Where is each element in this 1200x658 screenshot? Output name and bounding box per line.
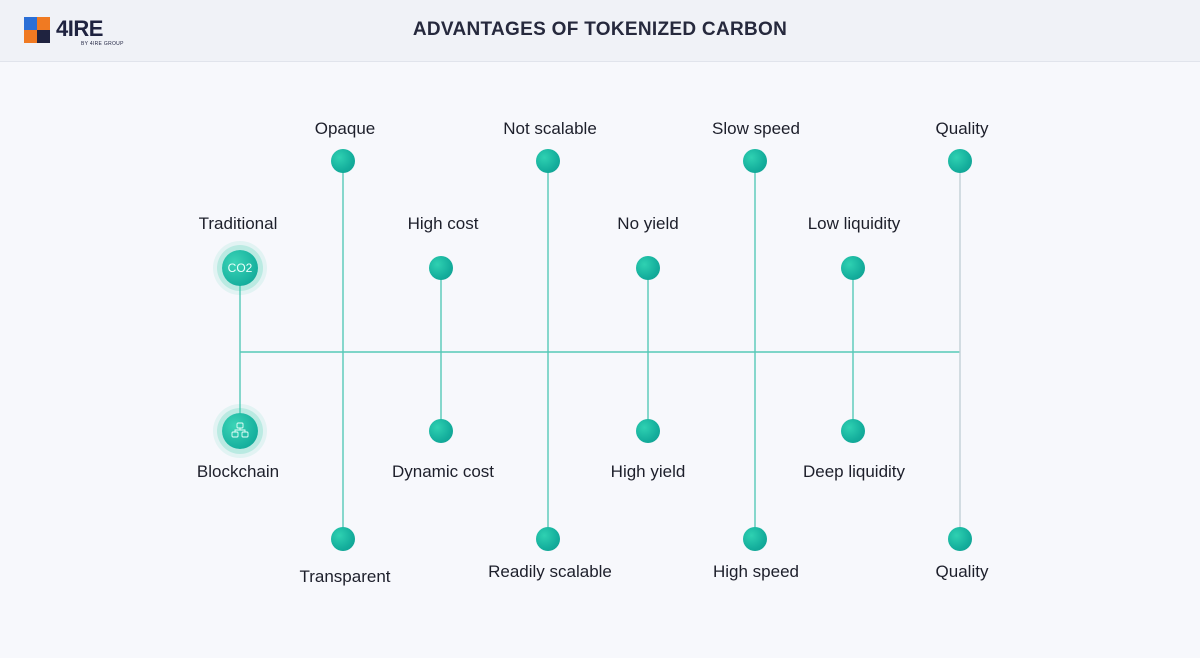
connector-lines: [239, 161, 961, 539]
high-yield-label: High yield: [610, 462, 686, 481]
traditional-label: Traditional: [198, 214, 278, 233]
node-top: [429, 256, 453, 280]
deep-liquidity-label: Deep liquidity: [802, 462, 906, 481]
co2-node-text: CO2: [227, 261, 253, 275]
node-top: [948, 149, 972, 173]
low-liquidity-label: Low liquidity: [807, 214, 901, 233]
no-yield-label: No yield: [617, 214, 679, 233]
brand-logo[interactable]: 4IRE BY 4IRE GROUP: [24, 17, 124, 47]
quality-bottom-label: Quality: [935, 562, 989, 581]
node-top: [331, 149, 355, 173]
page-title: ADVANTAGES OF TOKENIZED CARBON: [412, 19, 788, 40]
node-top: [536, 149, 560, 173]
high-speed-label: High speed: [712, 562, 800, 581]
logo-mark-icon: [24, 17, 50, 43]
node-bottom: [636, 419, 660, 443]
node-bottom: [948, 527, 972, 551]
readily-scalable-label: Readily scalable: [488, 562, 612, 581]
comparison-diagram: Traditional CO2 Blockchain Opaque Transp…: [0, 61, 1200, 658]
not-scalable-label: Not scalable: [503, 119, 597, 138]
transparent-label: Transparent: [299, 567, 391, 586]
quality-top-label: Quality: [935, 119, 989, 138]
co2-node: CO2: [222, 250, 258, 286]
logo-subtext: BY 4IRE GROUP: [81, 41, 124, 47]
node-bottom: [429, 419, 453, 443]
node-top: [636, 256, 660, 280]
node-bottom: [743, 527, 767, 551]
node-top: [841, 256, 865, 280]
node-bottom: [536, 527, 560, 551]
blockchain-label: Blockchain: [196, 462, 280, 481]
slow-speed-label: Slow speed: [712, 119, 800, 138]
node-top: [743, 149, 767, 173]
dynamic-cost-label: Dynamic cost: [391, 462, 495, 481]
logo-text: 4IRE: [56, 16, 103, 41]
opaque-label: Opaque: [314, 119, 376, 138]
high-cost-label: High cost: [407, 214, 479, 233]
node-bottom: [331, 527, 355, 551]
node-bottom: [841, 419, 865, 443]
blockchain-nodes-icon: [231, 422, 249, 438]
blockchain-node: [222, 413, 258, 449]
page-header: 4IRE BY 4IRE GROUP ADVANTAGES OF TOKENIZ…: [0, 0, 1200, 62]
